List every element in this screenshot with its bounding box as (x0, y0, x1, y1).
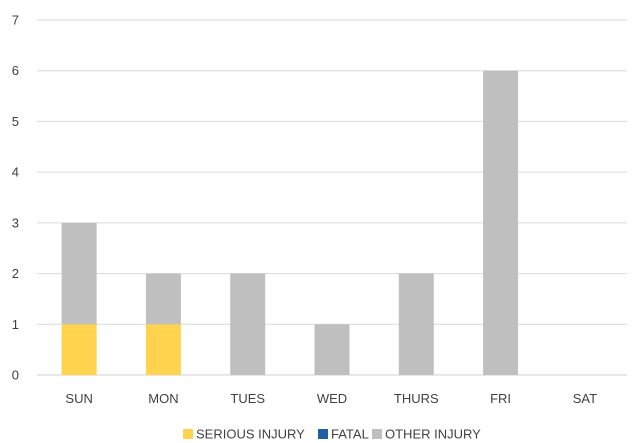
legend: SERIOUS INJURY FATAL OTHER INJURY (183, 427, 481, 442)
x-tick-label: THURS (394, 391, 439, 406)
legend-label: OTHER INJURY (385, 427, 481, 442)
bar-thurs-other-injury (398, 273, 434, 375)
bar-sun-other-injury (61, 222, 97, 325)
y-tick-label: 6 (12, 63, 19, 78)
bar-tues-other-injury (230, 273, 266, 375)
bars (61, 70, 519, 375)
y-tick-label: 4 (12, 165, 19, 180)
y-tick-label: 0 (12, 368, 19, 383)
y-axis-ticks: 0 1 2 3 4 5 6 7 (12, 13, 19, 383)
y-tick-label: 1 (12, 317, 19, 332)
legend-swatch-fatal (318, 429, 328, 439)
x-tick-label: SUN (65, 391, 92, 406)
gridlines (37, 19, 627, 376)
legend-label: SERIOUS INJURY (196, 427, 305, 442)
x-tick-label: SAT (573, 391, 597, 406)
y-tick-label: 7 (12, 13, 19, 28)
bar-mon-serious-injury (145, 324, 181, 375)
x-axis-ticks: SUN MON TUES WED THURS FRI SAT (65, 391, 597, 406)
x-tick-label: TUES (230, 391, 265, 406)
x-tick-label: WED (317, 391, 347, 406)
x-tick-label: FRI (490, 391, 511, 406)
legend-swatch-serious-injury (183, 429, 193, 439)
y-tick-label: 2 (12, 266, 19, 281)
legend-label: FATAL (331, 427, 369, 442)
y-tick-label: 5 (12, 114, 19, 129)
bar-sun-serious-injury (61, 324, 97, 375)
x-tick-label: MON (148, 391, 178, 406)
y-tick-label: 3 (12, 215, 19, 230)
bar-wed-other-injury (314, 324, 350, 375)
bar-mon-other-injury (145, 273, 181, 325)
legend-swatch-other-injury (372, 429, 382, 439)
bar-fri-other-injury (483, 70, 519, 375)
